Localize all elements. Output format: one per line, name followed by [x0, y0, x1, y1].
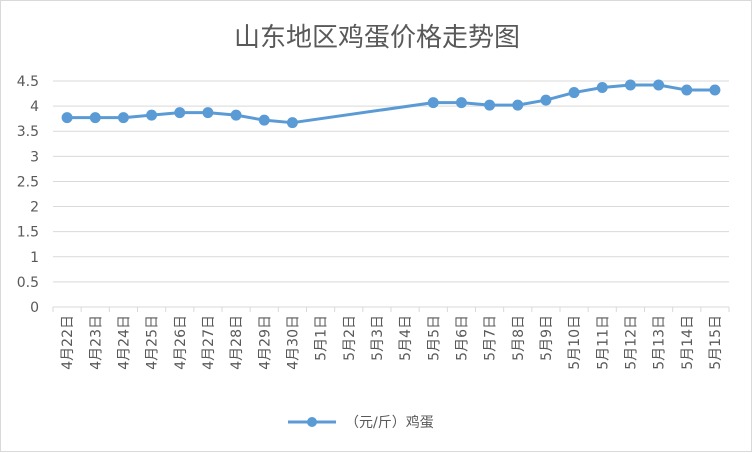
x-tick-label: 5月13日: [652, 315, 668, 370]
legend-label: （元/斤）鸡蛋: [345, 414, 434, 431]
y-tick-label: 4.5: [17, 74, 39, 90]
legend[interactable]: （元/斤）鸡蛋: [288, 414, 434, 431]
x-tick-label: 5月9日: [539, 315, 555, 361]
data-point: [568, 87, 580, 99]
x-tick-label: 5月10日: [567, 315, 583, 370]
y-tick-label: 2: [30, 200, 39, 216]
x-tick-label: 5月2日: [342, 315, 358, 361]
y-tick-label: 0.5: [17, 275, 39, 291]
y-tick-label: 1: [30, 250, 39, 266]
x-tick-label: 5月7日: [483, 315, 499, 361]
data-point: [146, 109, 158, 121]
data-point: [61, 112, 73, 124]
x-tick-label: 5月1日: [314, 315, 330, 361]
x-tick-label: 4月28日: [229, 315, 245, 370]
x-tick-label: 4月29日: [257, 315, 273, 370]
data-point: [427, 97, 439, 109]
x-tick-label: 4月30日: [285, 315, 301, 370]
x-tick-label: 4月25日: [145, 315, 161, 370]
legend-marker-swatch: [307, 417, 317, 427]
data-point: [258, 114, 270, 126]
x-tick-label: 4月22日: [60, 315, 76, 370]
data-point: [681, 84, 693, 96]
data-point: [540, 94, 552, 106]
x-tick-label: 5月3日: [370, 315, 386, 361]
data-point: [624, 79, 636, 91]
x-tick-label: 4月24日: [116, 315, 132, 370]
data-point: [484, 99, 496, 111]
data-point: [174, 107, 186, 119]
y-tick-label: 3: [30, 149, 39, 165]
series-layer: [61, 79, 721, 129]
x-tick-label: 4月27日: [201, 315, 217, 370]
gridlines: [53, 80, 729, 308]
x-tick-label: 4月26日: [173, 315, 189, 370]
x-tick-label: 5月11日: [595, 315, 611, 370]
data-point: [455, 97, 467, 109]
x-tick-label: 4月23日: [88, 315, 104, 370]
x-tick-label: 5月6日: [454, 315, 470, 361]
series-line: [65, 83, 717, 125]
y-tick-label: 0: [30, 300, 39, 316]
y-tick-label: 3.5: [17, 124, 39, 140]
x-tick-label: 5月5日: [426, 315, 442, 361]
data-point: [230, 109, 242, 121]
x-tick-label: 5月15日: [708, 315, 724, 370]
y-tick-label: 4: [30, 99, 39, 115]
data-point: [596, 82, 608, 94]
data-point: [709, 84, 721, 96]
y-tick-label: 1.5: [17, 225, 39, 241]
data-point: [117, 112, 129, 124]
chart-title: 山东地区鸡蛋价格走势图: [234, 23, 520, 53]
y-axis: 0 0.5 1 1.5 2 2.5 3 3.5 4 4.5: [17, 74, 39, 316]
data-point: [89, 112, 101, 124]
data-point: [512, 99, 524, 111]
data-point: [653, 79, 665, 91]
x-axis: 4月22日 4月23日 4月24日 4月25日 4月26日 4月27日 4月28日 4月29日…: [52, 307, 730, 370]
data-point: [202, 107, 214, 119]
y-tick-label: 2.5: [17, 174, 39, 190]
x-tick-label: 5月14日: [680, 315, 696, 370]
x-tick-label: 5月12日: [623, 315, 639, 370]
x-tick-label: 5月8日: [511, 315, 527, 361]
x-tick-label: 5月4日: [398, 315, 414, 361]
data-point: [286, 117, 298, 129]
